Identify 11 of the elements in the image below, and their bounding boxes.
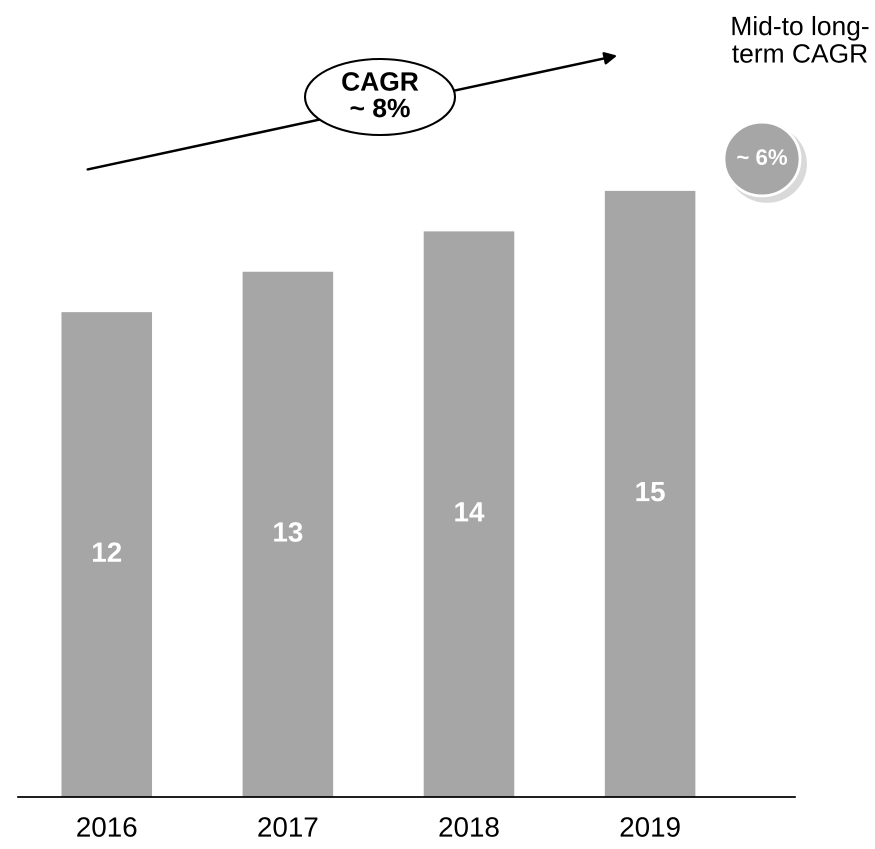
text: CAGR ~ 8% — [342, 72, 418, 118]
data-label: 13 — [274, 522, 302, 542]
text: ~ 6% — [737, 149, 788, 165]
data-label: 12 — [93, 542, 122, 562]
data-label: 15 — [636, 482, 665, 502]
text: Mid-to long- term CAGR — [732, 16, 868, 63]
data-label: 14 — [455, 502, 484, 522]
x-tick-label: 2017 — [258, 817, 318, 837]
x-tick-label: 2019 — [620, 817, 680, 837]
x-tick-label: 2018 — [439, 817, 499, 837]
x-tick-label: 2016 — [77, 817, 136, 837]
